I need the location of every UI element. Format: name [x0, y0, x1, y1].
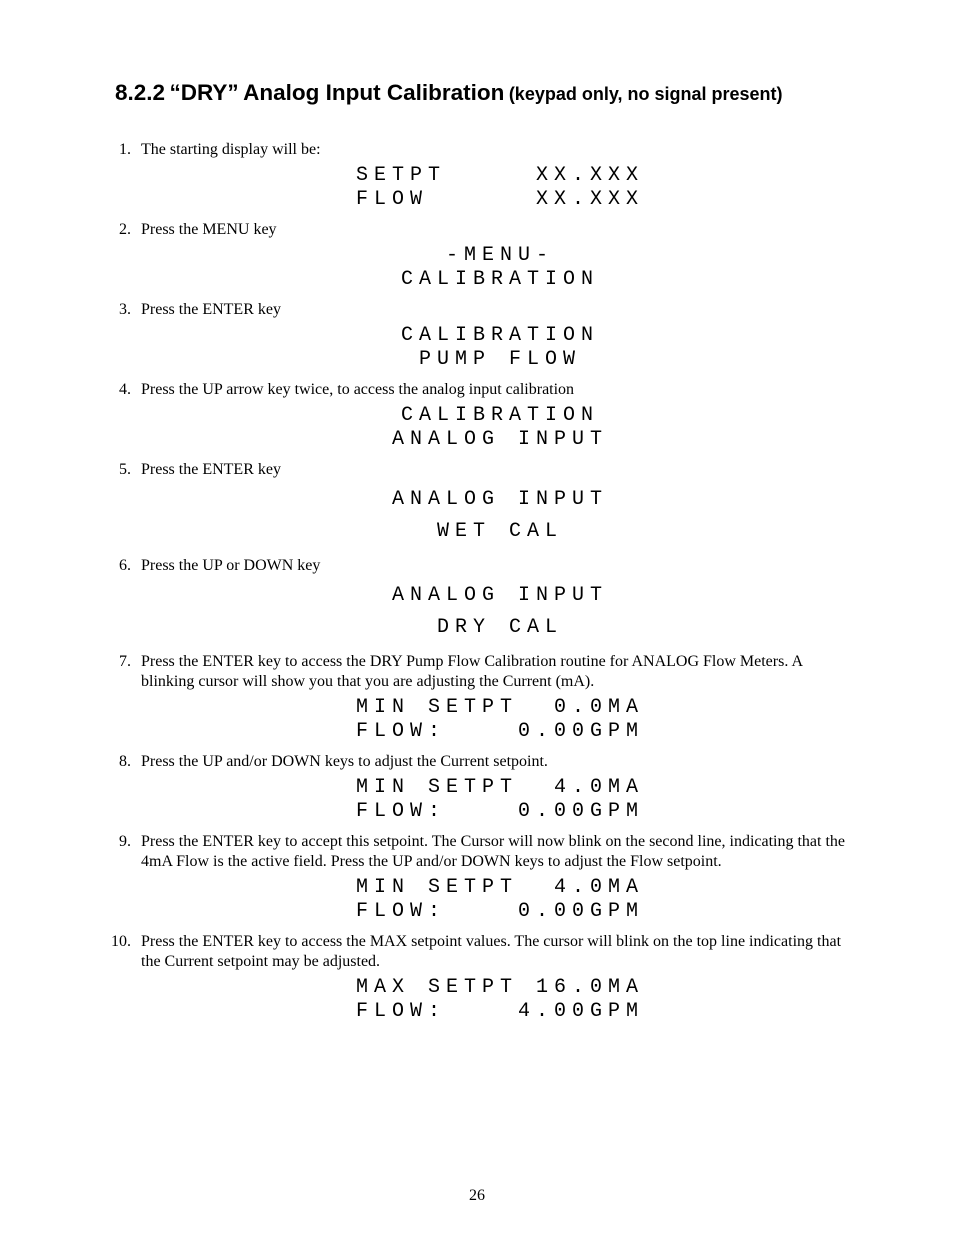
lcd-display-line: FLOW: 0.00GPM — [141, 720, 859, 744]
lcd-display: MIN SETPT 4.0MAFLOW: 0.00GPM — [141, 776, 859, 824]
lcd-display: ANALOG INPUTWET CAL — [141, 484, 859, 548]
lcd-display-line: MIN SETPT 0.0MA — [141, 696, 859, 720]
lcd-display-line: MIN SETPT 4.0MA — [141, 876, 859, 900]
step-3: Press the ENTER key CALIBRATIONPUMP FLOW — [135, 300, 859, 372]
lcd-display-line: -MENU- — [141, 244, 859, 268]
step-5: Press the ENTER key ANALOG INPUTWET CAL — [135, 460, 859, 548]
step-text: The starting display will be: — [141, 141, 321, 158]
lcd-display-line: MAX SETPT 16.0MA — [141, 976, 859, 1000]
step-text: Press the ENTER key — [141, 301, 281, 318]
lcd-display: CALIBRATIONPUMP FLOW — [141, 324, 859, 372]
step-8: Press the UP and/or DOWN keys to adjust … — [135, 752, 859, 824]
step-4: Press the UP arrow key twice, to access … — [135, 380, 859, 452]
lcd-display-line: FLOW: 0.00GPM — [141, 900, 859, 924]
heading-number: 8.2.2 — [115, 80, 165, 105]
heading-quoted: “DRY” — [170, 80, 239, 105]
step-text: Press the UP arrow key twice, to access … — [141, 381, 574, 398]
heading-subtitle: (keypad only, no signal present) — [509, 84, 783, 104]
lcd-display-line: SETPT XX.XXX — [141, 164, 859, 188]
document-page: 8.2.2 “DRY” Analog Input Calibration (ke… — [0, 0, 954, 1235]
step-2: Press the MENU key -MENU-CALIBRATION — [135, 220, 859, 292]
step-text: Press the UP and/or DOWN keys to adjust … — [141, 753, 548, 770]
lcd-display-line: CALIBRATION — [141, 324, 859, 348]
lcd-display: CALIBRATIONANALOG INPUT — [141, 404, 859, 452]
lcd-display: MIN SETPT 4.0MAFLOW: 0.00GPM — [141, 876, 859, 924]
step-1: The starting display will be: SETPT XX.XX… — [135, 140, 859, 212]
page-number: 26 — [0, 1187, 954, 1205]
lcd-display: SETPT XX.XXXFLOW XX.XXX — [141, 164, 859, 212]
heading-title: Analog Input Calibration — [243, 80, 504, 105]
lcd-display-line: FLOW: 0.00GPM — [141, 800, 859, 824]
lcd-display: -MENU-CALIBRATION — [141, 244, 859, 292]
lcd-display-line: CALIBRATION — [141, 268, 859, 292]
step-text: Press the UP or DOWN key — [141, 557, 320, 574]
lcd-display-line: MIN SETPT 4.0MA — [141, 776, 859, 800]
lcd-display-line: ANALOG INPUT — [141, 484, 859, 516]
step-text: Press the MENU key — [141, 221, 277, 238]
step-text: Press the ENTER key to accept this setpo… — [141, 833, 845, 870]
step-text: Press the ENTER key to access the DRY Pu… — [141, 653, 802, 690]
lcd-display-line: FLOW XX.XXX — [141, 188, 859, 212]
section-heading: 8.2.2 “DRY” Analog Input Calibration (ke… — [115, 80, 859, 106]
step-text: Press the ENTER key to access the MAX se… — [141, 933, 841, 970]
lcd-display-line: CALIBRATION — [141, 404, 859, 428]
lcd-display-line: WET CAL — [141, 516, 859, 548]
lcd-display-line: FLOW: 4.00GPM — [141, 1000, 859, 1024]
lcd-display-line: PUMP FLOW — [141, 348, 859, 372]
step-10: Press the ENTER key to access the MAX se… — [135, 932, 859, 1024]
step-text: Press the ENTER key — [141, 461, 281, 478]
step-6: Press the UP or DOWN key ANALOG INPUTDRY … — [135, 556, 859, 644]
lcd-display-line: ANALOG INPUT — [141, 580, 859, 612]
steps-list: The starting display will be: SETPT XX.XX… — [95, 140, 859, 1024]
step-9: Press the ENTER key to accept this setpo… — [135, 832, 859, 924]
lcd-display: ANALOG INPUTDRY CAL — [141, 580, 859, 644]
lcd-display: MAX SETPT 16.0MAFLOW: 4.00GPM — [141, 976, 859, 1024]
step-7: Press the ENTER key to access the DRY Pu… — [135, 652, 859, 744]
lcd-display: MIN SETPT 0.0MAFLOW: 0.00GPM — [141, 696, 859, 744]
lcd-display-line: DRY CAL — [141, 612, 859, 644]
lcd-display-line: ANALOG INPUT — [141, 428, 859, 452]
